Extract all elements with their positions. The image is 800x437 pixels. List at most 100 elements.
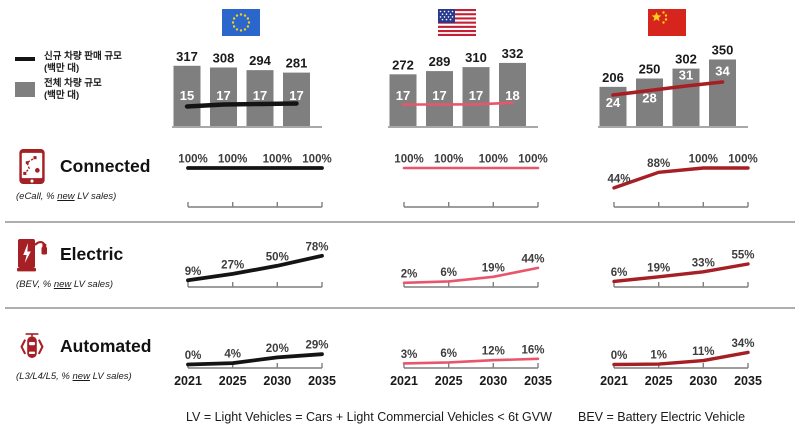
fleet-bar — [462, 67, 490, 126]
mini-axis — [403, 363, 539, 369]
metric-connected: Connected (eCall, % new LV sales) — [16, 148, 186, 202]
fleet-total-label: 317 — [176, 49, 198, 64]
mini-axis — [403, 202, 539, 208]
ev-charger-icon — [16, 236, 48, 272]
automated-eu-line-chart: 0% 4% 20% 29% — [180, 301, 330, 371]
percent-label: 78% — [305, 241, 328, 253]
fleet-bar — [283, 72, 310, 126]
percent-line — [402, 357, 540, 365]
year-tick-label: 2035 — [308, 374, 336, 388]
percent-label: 12% — [482, 346, 505, 358]
usa-fleet-bar-chart: 272 289 310 332 17 17 17 18 — [388, 36, 538, 128]
electric-china-line-chart: 6% 19% 33% 55% — [606, 220, 756, 290]
legend-bar-label: 전체 차량 규모 — [44, 78, 102, 89]
new-sales-line — [184, 101, 299, 109]
mini-axis — [613, 282, 749, 288]
new-sales-label: 28 — [642, 91, 656, 106]
percent-line — [186, 253, 324, 283]
fleet-total-label: 294 — [249, 53, 271, 68]
legend-line-unit: (백만 대) — [44, 63, 80, 75]
percent-line — [612, 166, 750, 190]
new-sales-label: 17 — [253, 88, 267, 103]
fleet-total-label: 332 — [502, 46, 524, 61]
automated-usa-line-chart: 3% 6% 12% 16% — [396, 301, 546, 371]
fleet-bar — [246, 70, 274, 126]
percent-label: 100% — [178, 154, 207, 166]
metric-title-connected: Connected — [60, 155, 151, 176]
year-tick-label: 2025 — [434, 374, 463, 388]
new-sales-label: 24 — [606, 95, 621, 110]
fleet-bar — [499, 62, 526, 126]
mini-axis — [187, 202, 323, 208]
fleet-total-label: 250 — [639, 62, 661, 77]
new-sales-label: 17 — [432, 88, 446, 103]
new-sales-label: 34 — [715, 64, 730, 79]
fleet-total-label: 302 — [675, 52, 697, 67]
percent-label: 33% — [692, 257, 715, 269]
row-divider — [5, 307, 795, 309]
percent-label: 100% — [518, 154, 547, 166]
mini-axis — [403, 282, 539, 288]
metric-sub-electric: (BEV, % new LV sales) — [16, 279, 113, 290]
percent-label: 11% — [692, 346, 714, 358]
row-divider — [5, 221, 795, 223]
fleet-total-label: 272 — [392, 57, 414, 72]
automated-china-line-chart: 0% 1% 11% 34% — [606, 301, 756, 371]
percent-line — [612, 262, 750, 284]
fleet-bar-swatch — [15, 82, 35, 97]
new-sales-label: 17 — [289, 88, 303, 103]
connected-china-line-chart: 44% 88% 100% 100% — [606, 140, 758, 210]
year-tick-label: 2025 — [218, 374, 247, 388]
connected-phone-icon — [16, 148, 48, 184]
percent-line — [402, 266, 540, 285]
fleet-bar — [672, 68, 700, 126]
percent-label: 44% — [607, 173, 630, 185]
percent-label: 100% — [394, 154, 423, 166]
percent-label: 6% — [440, 267, 457, 279]
new-sales-label: 18 — [505, 88, 519, 103]
automated-car-icon — [16, 328, 48, 364]
new-sales-label: 31 — [679, 68, 693, 83]
legend-line-label: 신규 차량 판매 규모 — [44, 51, 122, 62]
percent-label: 4% — [224, 349, 241, 361]
percent-label: 88% — [647, 158, 670, 170]
fleet-bar — [636, 78, 663, 126]
percent-label: 100% — [434, 154, 463, 166]
connected-eu-line-chart: 100% 100% 100% 100% — [178, 140, 332, 210]
new-sales-line — [611, 80, 725, 97]
year-tick-label: 2035 — [524, 374, 552, 388]
percent-label: 0% — [611, 350, 628, 362]
fleet-bar — [426, 71, 453, 126]
percent-line — [612, 350, 750, 367]
fleet-bar — [709, 59, 736, 126]
metric-title-automated: Automated — [60, 335, 152, 356]
usa-flag — [438, 9, 476, 36]
year-tick-label: 2021 — [174, 374, 202, 388]
percent-label: 16% — [521, 344, 544, 356]
legend-bar-entry: 전체 차량 규모 (백만 대) — [44, 78, 174, 103]
percent-label: 0% — [185, 350, 202, 362]
percent-label: 19% — [647, 262, 670, 274]
metric-automated: Automated (L3/L4/L5, % new LV sales) — [16, 329, 186, 382]
eu-flag — [222, 9, 260, 36]
legend-bar-unit: (백만 대) — [44, 90, 80, 102]
fleet-bar — [210, 67, 237, 126]
year-tick-label: 2021 — [390, 374, 418, 388]
percent-label: 50% — [266, 251, 289, 263]
connected-usa-line-chart: 100% 100% 100% 100% — [394, 140, 548, 210]
year-tick-label: 2030 — [263, 374, 292, 388]
percent-label: 100% — [302, 154, 331, 166]
percent-label: 2% — [401, 268, 418, 280]
year-tick-label: 2025 — [644, 374, 673, 388]
legend-line-entry: 신규 차량 판매 규모 (백만 대) — [44, 51, 174, 76]
china-fleet-bar-chart: 206 250 302 350 24 28 31 34 — [598, 36, 748, 128]
new-sales-label: 15 — [180, 88, 194, 103]
fleet-total-label: 206 — [602, 70, 624, 85]
percent-label: 100% — [689, 154, 718, 166]
fleet-bar — [389, 74, 417, 126]
footnote-bev: BEV = Battery Electric Vehicle — [578, 410, 746, 424]
percent-label: 55% — [731, 250, 754, 262]
fleet-total-label: 308 — [213, 50, 235, 65]
percent-label: 27% — [221, 259, 244, 271]
